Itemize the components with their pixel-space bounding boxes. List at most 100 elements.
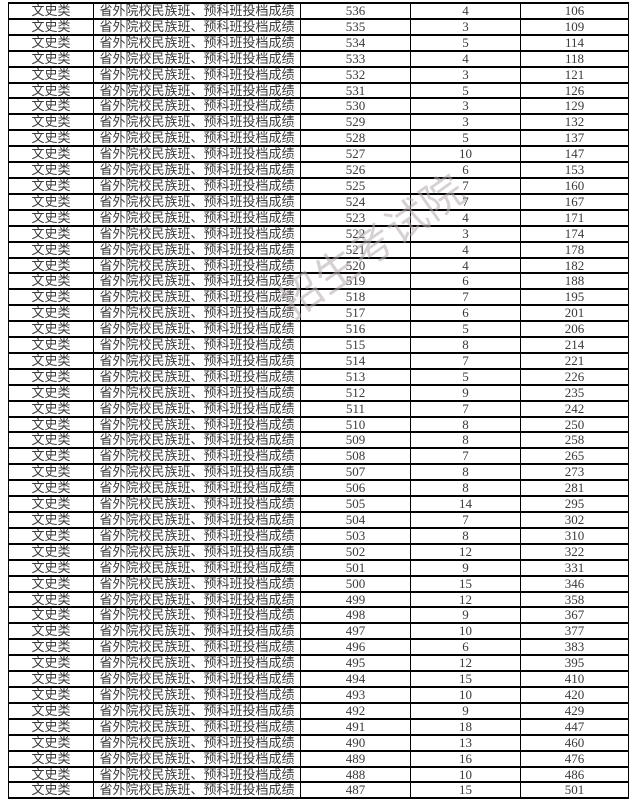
table-row: 文史类 省外院校民族班、预科班投档成绩 530 3 129 [8, 97, 629, 116]
cumulative-cell: 137 [520, 129, 629, 148]
table-row: 文史类 省外院校民族班、预科班投档成绩 533 4 118 [8, 49, 629, 68]
batch-type-cell: 省外院校民族班、预科班投档成绩 [93, 145, 301, 164]
batch-type-cell: 省外院校民族班、预科班投档成绩 [93, 749, 301, 768]
batch-type-cell: 省外院校民族班、预科班投档成绩 [93, 176, 301, 195]
cumulative-cell: 195 [520, 288, 629, 307]
category-cell: 文史类 [8, 288, 94, 307]
count-cell: 8 [410, 415, 521, 434]
category-cell: 文史类 [8, 113, 94, 132]
count-cell: 6 [410, 272, 521, 291]
cumulative-cell: 121 [520, 65, 629, 84]
count-cell: 4 [410, 256, 521, 275]
score-cell: 505 [300, 495, 411, 513]
batch-type-cell: 省外院校民族班、预科班投档成绩 [93, 574, 301, 593]
score-cell: 522 [300, 224, 411, 243]
category-cell: 文史类 [8, 685, 94, 704]
batch-type-cell: 省外院校民族班、预科班投档成绩 [93, 638, 301, 657]
count-cell: 3 [410, 113, 521, 132]
table-row: 文史类 省外院校民族班、预科班投档成绩 532 3 121 [8, 65, 629, 84]
count-cell: 4 [410, 208, 521, 227]
table-row: 文史类 省外院校民族班、预科班投档成绩 536 4 106 [8, 2, 629, 20]
cumulative-cell: 410 [520, 670, 629, 688]
table-row: 文史类 省外院校民族班、预科班投档成绩 523 4 171 [8, 208, 629, 227]
category-cell: 文史类 [8, 670, 94, 688]
cumulative-cell: 265 [520, 447, 629, 466]
category-cell: 文史类 [8, 129, 94, 148]
category-cell: 文史类 [8, 33, 94, 52]
batch-type-cell: 省外院校民族班、预科班投档成绩 [93, 463, 301, 482]
count-cell: 3 [410, 65, 521, 84]
table-row: 文史类 省外院校民族班、预科班投档成绩 522 3 174 [8, 224, 629, 243]
score-cell: 504 [300, 511, 411, 529]
category-cell: 文史类 [8, 717, 94, 736]
score-cell: 489 [300, 749, 411, 768]
batch-type-cell: 省外院校民族班、预科班投档成绩 [93, 511, 301, 529]
table-body: 文史类 省外院校民族班、预科班投档成绩 536 4 106 文史类 省外院校民族… [8, 2, 629, 800]
score-cell: 515 [300, 336, 411, 354]
cumulative-cell: 129 [520, 97, 629, 116]
count-cell: 6 [410, 638, 521, 657]
score-cell: 509 [300, 431, 411, 450]
score-cell: 525 [300, 176, 411, 195]
score-cell: 498 [300, 606, 411, 625]
category-cell: 文史类 [8, 749, 94, 768]
cumulative-cell: 420 [520, 685, 629, 704]
cumulative-cell: 476 [520, 749, 629, 768]
batch-type-cell: 省外院校民族班、预科班投档成绩 [93, 320, 301, 339]
batch-type-cell: 省外院校民族班、预科班投档成绩 [93, 526, 301, 545]
cumulative-cell: 242 [520, 399, 629, 418]
table-row: 文史类 省外院校民族班、预科班投档成绩 502 12 322 [8, 542, 629, 561]
category-cell: 文史类 [8, 606, 94, 625]
table-row: 文史类 省外院校民族班、预科班投档成绩 512 9 235 [8, 383, 629, 402]
cumulative-cell: 358 [520, 590, 629, 609]
cumulative-cell: 331 [520, 558, 629, 577]
batch-type-cell: 省外院校民族班、预科班投档成绩 [93, 542, 301, 561]
count-cell: 10 [410, 685, 521, 704]
batch-type-cell: 省外院校民族班、预科班投档成绩 [93, 129, 301, 148]
count-cell: 15 [410, 574, 521, 593]
table-row: 文史类 省外院校民族班、预科班投档成绩 535 3 109 [8, 17, 629, 36]
table-row: 文史类 省外院校民族班、预科班投档成绩 487 15 501 [8, 781, 629, 800]
cumulative-cell: 201 [520, 304, 629, 323]
score-cell: 528 [300, 129, 411, 148]
cumulative-cell: 206 [520, 320, 629, 339]
batch-type-cell: 省外院校民族班、预科班投档成绩 [93, 81, 301, 100]
cumulative-cell: 167 [520, 192, 629, 211]
table-row: 文史类 省外院校民族班、预科班投档成绩 490 13 460 [8, 733, 629, 752]
table-row: 文史类 省外院校民族班、预科班投档成绩 489 16 476 [8, 749, 629, 768]
count-cell: 4 [410, 49, 521, 68]
cumulative-cell: 346 [520, 574, 629, 593]
category-cell: 文史类 [8, 765, 94, 784]
score-cell: 506 [300, 479, 411, 498]
count-cell: 12 [410, 590, 521, 609]
score-cell: 523 [300, 208, 411, 227]
table-row: 文史类 省外院校民族班、预科班投档成绩 507 8 273 [8, 463, 629, 482]
count-cell: 4 [410, 2, 521, 20]
cumulative-cell: 182 [520, 256, 629, 275]
batch-type-cell: 省外院校民族班、预科班投档成绩 [93, 208, 301, 227]
batch-type-cell: 省外院校民族班、预科班投档成绩 [93, 765, 301, 784]
score-cell: 514 [300, 351, 411, 370]
cumulative-cell: 377 [520, 622, 629, 641]
batch-type-cell: 省外院校民族班、预科班投档成绩 [93, 431, 301, 450]
score-cell: 532 [300, 65, 411, 84]
batch-type-cell: 省外院校民族班、预科班投档成绩 [93, 495, 301, 513]
cumulative-cell: 126 [520, 81, 629, 100]
score-cell: 510 [300, 415, 411, 434]
table-row: 文史类 省外院校民族班、预科班投档成绩 520 4 182 [8, 256, 629, 275]
category-cell: 文史类 [8, 256, 94, 275]
score-cell: 519 [300, 272, 411, 291]
count-cell: 9 [410, 383, 521, 402]
count-cell: 7 [410, 288, 521, 307]
batch-type-cell: 省外院校民族班、预科班投档成绩 [93, 224, 301, 243]
category-cell: 文史类 [8, 415, 94, 434]
category-cell: 文史类 [8, 431, 94, 450]
cumulative-cell: 302 [520, 511, 629, 529]
table-row: 文史类 省外院校民族班、预科班投档成绩 504 7 302 [8, 511, 629, 529]
batch-type-cell: 省外院校民族班、预科班投档成绩 [93, 558, 301, 577]
score-cell: 516 [300, 320, 411, 339]
cumulative-cell: 395 [520, 654, 629, 673]
category-cell: 文史类 [8, 192, 94, 211]
table-row: 文史类 省外院校民族班、预科班投档成绩 491 18 447 [8, 717, 629, 736]
category-cell: 文史类 [8, 2, 94, 20]
